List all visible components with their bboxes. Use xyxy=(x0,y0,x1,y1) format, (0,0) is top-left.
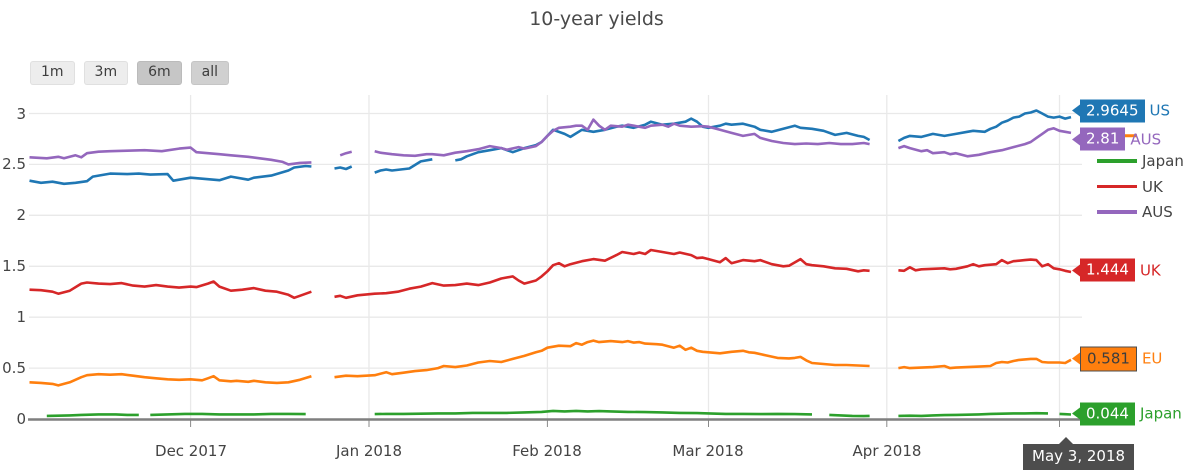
series-line-Japan[interactable] xyxy=(374,409,813,416)
range-button-all[interactable]: all xyxy=(190,61,229,85)
series-line-UK[interactable] xyxy=(898,258,1072,274)
series-line-Japan[interactable] xyxy=(46,413,139,418)
legend-line-sample-UK xyxy=(1097,184,1137,189)
date-hover-tooltip: May 3, 2018 xyxy=(1023,437,1135,470)
legend-item-AUS[interactable]: AUS xyxy=(1097,203,1173,221)
legend-line-sample-Japan xyxy=(1097,159,1137,163)
series-line-EU[interactable] xyxy=(898,357,1072,370)
series-line-EU[interactable] xyxy=(29,372,312,387)
legend-item-Japan[interactable]: Japan xyxy=(1097,152,1184,170)
range-button-1m[interactable]: 1m xyxy=(30,61,75,85)
legend-line-sample-EU xyxy=(1097,133,1137,138)
series-line-US[interactable] xyxy=(374,158,433,174)
series-line-US[interactable] xyxy=(897,109,1072,143)
tooltip-caret-icon xyxy=(1059,437,1073,444)
series-line-AUS[interactable] xyxy=(29,146,312,166)
series-line-US[interactable] xyxy=(334,165,353,171)
series-line-Japan[interactable] xyxy=(829,413,870,418)
series-line-Japan[interactable] xyxy=(1059,412,1072,416)
series-line-AUS[interactable] xyxy=(897,127,1072,158)
series-line-Japan[interactable] xyxy=(150,412,306,417)
series-line-EU[interactable] xyxy=(334,339,870,379)
series-line-UK[interactable] xyxy=(334,248,870,300)
legend-item-US[interactable] xyxy=(1097,108,1142,112)
legend-line-sample-US xyxy=(1097,108,1137,112)
legend-item-UK[interactable]: UK xyxy=(1097,178,1163,196)
range-selector: 1m 3m 6m all xyxy=(30,61,229,85)
legend-item-EU[interactable] xyxy=(1097,133,1142,138)
series-line-AUS[interactable] xyxy=(374,118,870,158)
legend-label-Japan: Japan xyxy=(1142,152,1184,170)
series-line-UK[interactable] xyxy=(29,280,312,300)
series-line-AUS[interactable] xyxy=(339,150,353,157)
series-line-Japan[interactable] xyxy=(898,411,1049,418)
series-line-US[interactable] xyxy=(29,164,312,186)
tooltip-text: May 3, 2018 xyxy=(1032,447,1126,465)
range-button-3m[interactable]: 3m xyxy=(83,61,129,85)
legend-label-UK: UK xyxy=(1142,177,1163,196)
legend-label-AUS: AUS xyxy=(1142,203,1173,221)
chart-title: 10-year yields xyxy=(529,8,664,30)
legend-line-sample-AUS xyxy=(1097,210,1137,214)
range-button-6m[interactable]: 6m xyxy=(137,61,182,85)
